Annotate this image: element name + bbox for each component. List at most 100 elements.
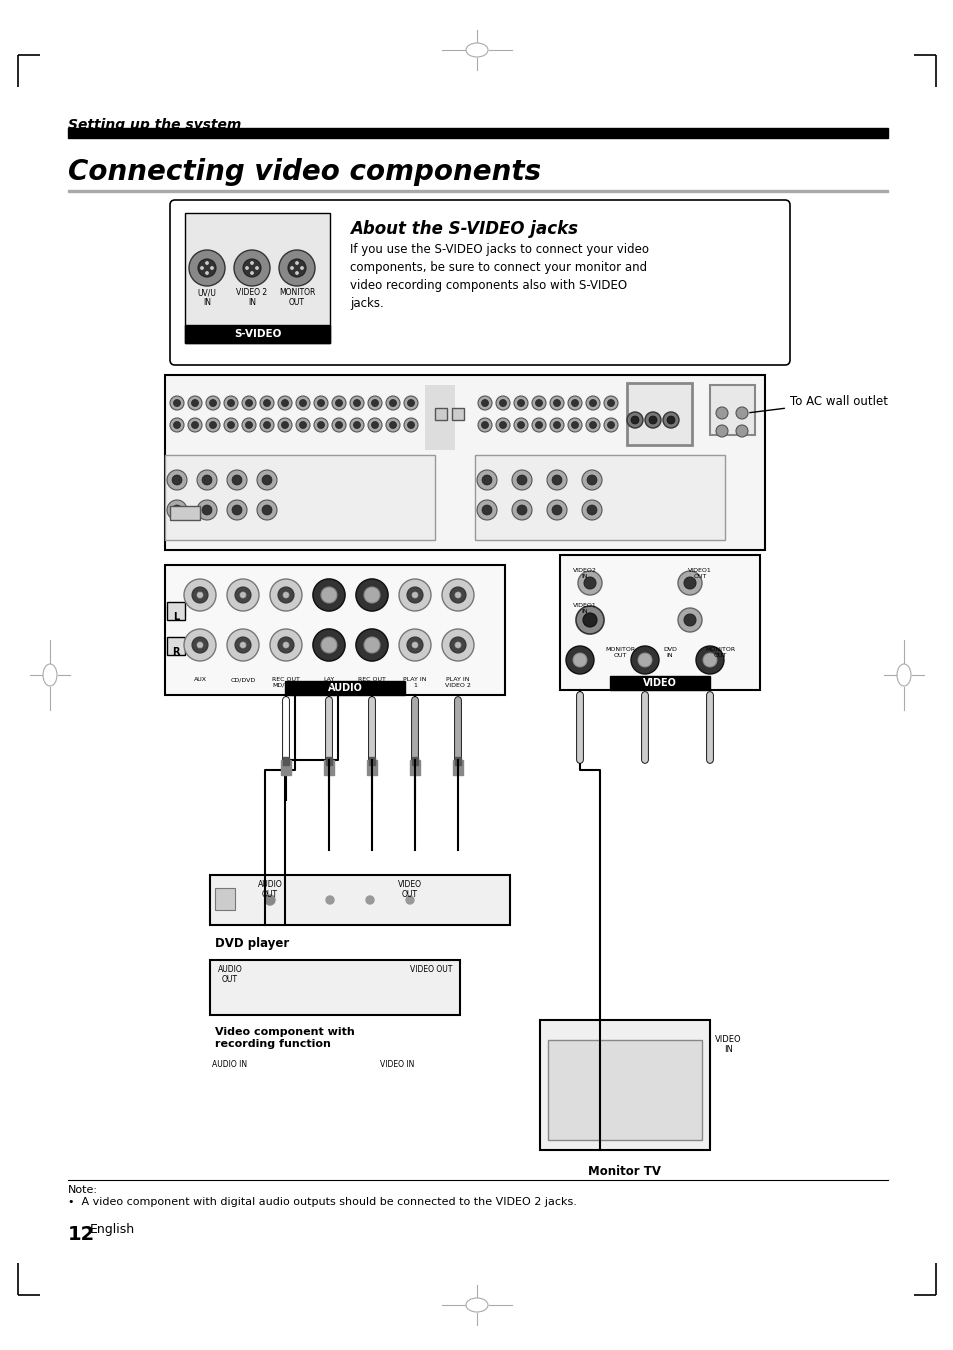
Circle shape: [283, 593, 289, 598]
Circle shape: [368, 396, 381, 410]
Circle shape: [227, 629, 258, 662]
Circle shape: [678, 608, 701, 632]
FancyBboxPatch shape: [170, 200, 789, 364]
Circle shape: [389, 400, 396, 406]
Circle shape: [630, 647, 659, 674]
Circle shape: [535, 400, 542, 406]
Circle shape: [224, 396, 237, 410]
Circle shape: [589, 400, 596, 406]
Circle shape: [499, 400, 506, 406]
Bar: [609, 676, 709, 690]
Circle shape: [192, 587, 208, 603]
Circle shape: [477, 418, 492, 432]
Circle shape: [332, 396, 346, 410]
Circle shape: [578, 571, 601, 595]
Circle shape: [398, 579, 431, 612]
Circle shape: [565, 647, 594, 674]
Circle shape: [211, 267, 213, 269]
Circle shape: [281, 421, 288, 428]
Bar: [709, 385, 754, 435]
Circle shape: [320, 637, 336, 653]
Circle shape: [567, 396, 581, 410]
Circle shape: [403, 418, 417, 432]
Circle shape: [227, 470, 247, 490]
Circle shape: [202, 505, 212, 514]
Text: MONITOR
OUT: MONITOR OUT: [604, 647, 635, 657]
Circle shape: [277, 396, 292, 410]
Circle shape: [299, 421, 306, 428]
Circle shape: [234, 587, 251, 603]
Circle shape: [607, 421, 614, 428]
Circle shape: [369, 643, 375, 648]
Circle shape: [603, 396, 618, 410]
Circle shape: [295, 418, 310, 432]
Circle shape: [450, 637, 465, 653]
Circle shape: [532, 418, 545, 432]
Circle shape: [196, 470, 216, 490]
Bar: [539, 1021, 709, 1150]
Circle shape: [585, 396, 599, 410]
Circle shape: [702, 653, 717, 667]
Bar: [185, 213, 330, 343]
Text: About the S-VIDEO jacks: About the S-VIDEO jacks: [350, 220, 578, 238]
Circle shape: [645, 396, 659, 410]
Circle shape: [735, 425, 747, 437]
Circle shape: [552, 475, 561, 485]
Circle shape: [260, 418, 274, 432]
Circle shape: [638, 653, 651, 667]
Circle shape: [172, 475, 182, 485]
Circle shape: [627, 418, 641, 432]
Circle shape: [332, 418, 346, 432]
Circle shape: [553, 400, 560, 406]
Circle shape: [192, 637, 208, 653]
Circle shape: [167, 500, 187, 520]
Bar: [283, 757, 289, 765]
Circle shape: [173, 421, 180, 428]
Circle shape: [206, 418, 220, 432]
Circle shape: [262, 475, 272, 485]
Circle shape: [366, 896, 374, 905]
Circle shape: [626, 412, 642, 428]
Circle shape: [678, 571, 701, 595]
Bar: [324, 760, 334, 775]
Bar: [367, 760, 376, 775]
Circle shape: [481, 475, 492, 485]
Text: VIDEO2
IN: VIDEO2 IN: [573, 568, 597, 579]
Bar: [452, 408, 463, 420]
Bar: [410, 760, 419, 775]
Circle shape: [184, 579, 215, 612]
Circle shape: [407, 637, 422, 653]
Circle shape: [326, 896, 334, 905]
Circle shape: [202, 475, 212, 485]
Bar: [626, 383, 691, 446]
Circle shape: [196, 500, 216, 520]
Circle shape: [663, 418, 678, 432]
Circle shape: [227, 579, 258, 612]
Circle shape: [192, 400, 198, 406]
Circle shape: [355, 579, 388, 612]
Circle shape: [667, 400, 674, 406]
Circle shape: [317, 400, 324, 406]
Circle shape: [224, 418, 237, 432]
Circle shape: [270, 629, 302, 662]
Circle shape: [335, 421, 342, 428]
Circle shape: [630, 416, 639, 424]
Bar: [412, 757, 417, 765]
Bar: [165, 375, 764, 549]
Text: AUDIO
OUT: AUDIO OUT: [217, 965, 242, 984]
Text: VIDEO
OUT: VIDEO OUT: [397, 880, 421, 899]
Circle shape: [455, 643, 460, 648]
Text: REC OUT
VID: REC OUT VID: [357, 676, 386, 687]
Circle shape: [188, 418, 202, 432]
Bar: [547, 1040, 701, 1139]
Text: MONITOR
OUT: MONITOR OUT: [704, 647, 735, 657]
Circle shape: [666, 416, 675, 424]
Circle shape: [550, 396, 563, 410]
Circle shape: [245, 400, 253, 406]
Circle shape: [631, 421, 638, 428]
Text: AUDIO: AUDIO: [327, 683, 362, 693]
Text: AUX: AUX: [193, 676, 206, 682]
Circle shape: [364, 587, 379, 603]
Bar: [165, 566, 504, 695]
Text: If you use the S-VIDEO jacks to connect your video
components, be sure to connec: If you use the S-VIDEO jacks to connect …: [350, 243, 648, 310]
